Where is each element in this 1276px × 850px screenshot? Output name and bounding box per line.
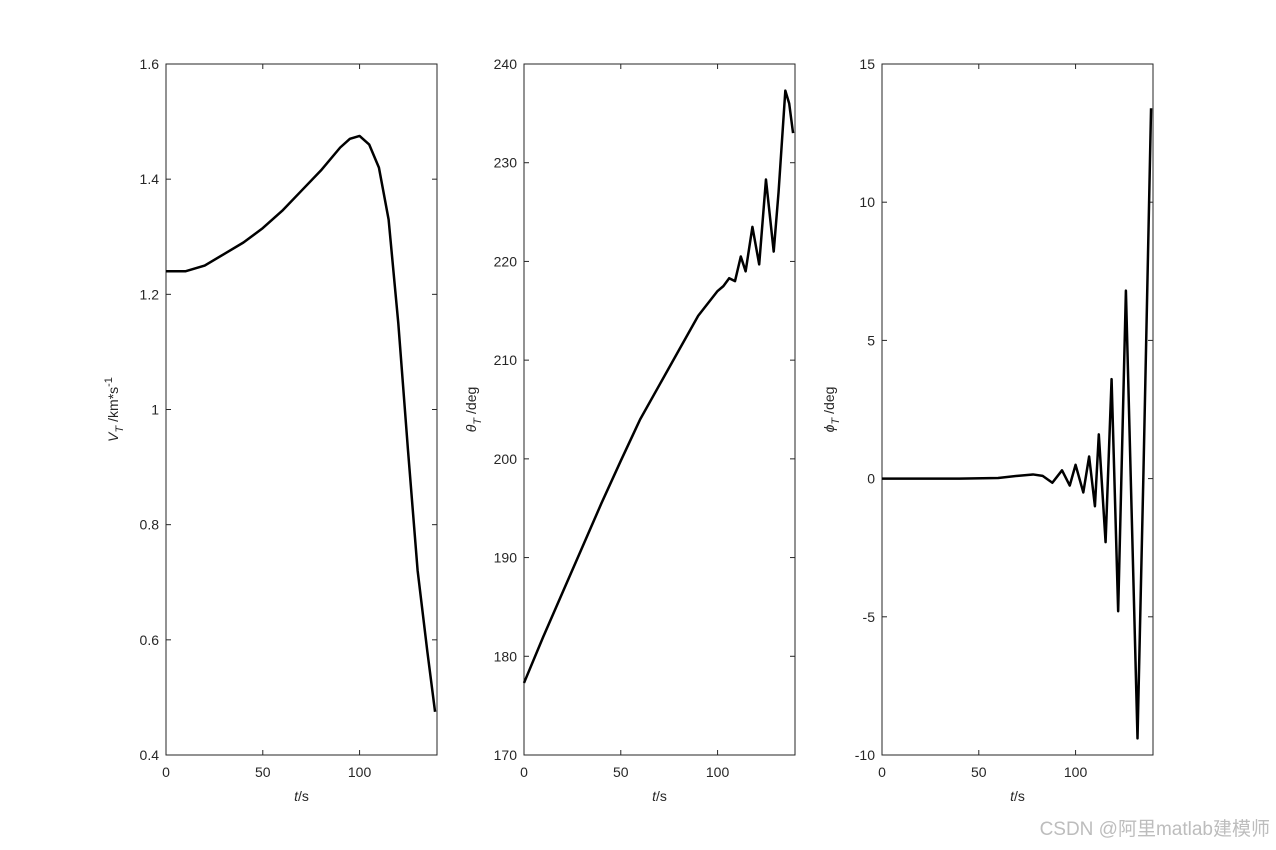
y-label-subscript: T	[472, 417, 484, 425]
data-line	[522, 89, 795, 684]
y-tick-label: 200	[494, 451, 518, 467]
y-tick-label: 240	[494, 56, 518, 72]
y-label-unit: /deg	[463, 387, 479, 414]
y-tick-label: -5	[863, 609, 876, 625]
y-axis-label: VT/km*s-1	[103, 377, 126, 442]
x-tick-label: 50	[971, 764, 987, 780]
data-line	[882, 108, 1153, 740]
x-tick-label: 100	[348, 764, 372, 780]
x-tick-label: 0	[878, 764, 886, 780]
data-line	[166, 134, 437, 712]
y-tick-label: -10	[855, 747, 875, 763]
x-tick-label: 0	[162, 764, 170, 780]
watermark: CSDN @阿里matlab建模师	[1040, 818, 1270, 840]
y-label-unit: /deg	[821, 387, 837, 414]
y-tick-label: 1.2	[140, 286, 160, 302]
x-tick-label: 50	[255, 764, 271, 780]
x-axis-label: t/s	[652, 788, 667, 804]
y-label-unit: /km*s	[105, 387, 121, 422]
y-tick-label: 190	[494, 550, 518, 566]
y-tick-label: 170	[494, 747, 518, 763]
x-label-symbol: t	[1010, 788, 1015, 804]
x-tick-label: 100	[706, 764, 730, 780]
y-tick-label: 0.6	[140, 632, 160, 648]
y-tick-label: 0.8	[140, 517, 160, 533]
axes-box	[523, 63, 796, 756]
y-label-superscript: -1	[103, 377, 115, 387]
y-axis-label: θT/deg	[463, 387, 484, 433]
y-tick-label: 1	[151, 402, 159, 418]
y-label-symbol: ϕ	[821, 424, 837, 432]
y-tick-label: 10	[859, 194, 875, 210]
x-axis-label: t/s	[1010, 788, 1025, 804]
y-tick-label: 15	[859, 56, 875, 72]
y-label-subscript: T	[830, 417, 842, 425]
y-tick-label: 0.4	[140, 747, 160, 763]
x-label-unit: /s	[656, 788, 667, 804]
x-label-unit: /s	[1014, 788, 1025, 804]
y-label-symbol: V	[105, 431, 121, 442]
y-tick-label: 0	[867, 471, 875, 487]
y-tick-label: 5	[867, 332, 875, 348]
x-tick-label: 0	[520, 764, 528, 780]
axes-box	[881, 63, 1154, 756]
y-tick-label: 180	[494, 648, 518, 664]
x-label-unit: /s	[298, 788, 309, 804]
y-tick-label: 210	[494, 352, 518, 368]
y-tick-label: 1.6	[140, 56, 160, 72]
x-tick-label: 100	[1064, 764, 1088, 780]
x-tick-label: 50	[613, 764, 629, 780]
y-tick-label: 230	[494, 155, 518, 171]
x-label-symbol: t	[294, 788, 299, 804]
y-tick-label: 1.4	[140, 171, 160, 187]
y-label-symbol: θ	[463, 424, 479, 432]
x-label-symbol: t	[652, 788, 657, 804]
x-axis-label: t/s	[294, 788, 309, 804]
y-axis-label: ϕT/deg	[821, 387, 842, 433]
y-label-subscript: T	[114, 425, 126, 433]
y-tick-label: 220	[494, 253, 518, 269]
